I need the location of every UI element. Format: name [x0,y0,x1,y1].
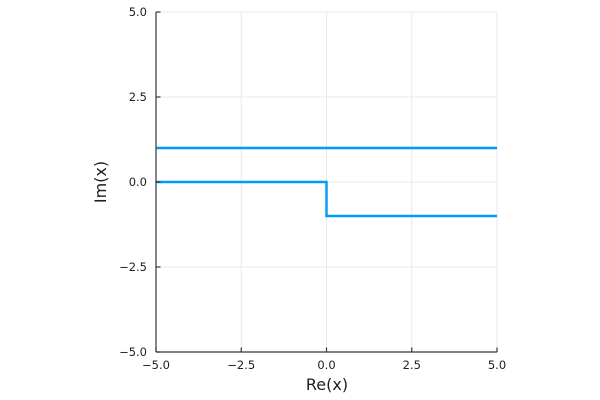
y-tick-label: 2.5 [129,90,147,104]
x-tick-label: 2.5 [403,358,421,372]
y-tick-label: 5.0 [129,5,147,19]
x-tick-label: −2.5 [227,358,255,372]
x-tick-label: 5.0 [488,358,506,372]
y-tick-label: 0.0 [129,175,147,189]
x-axis-label: Re(x) [306,375,348,394]
series-line-step-line-im-0-to-minus-1 [156,180,497,218]
y-axis-label: Im(x) [91,161,110,203]
y-tick-label: −5.0 [119,345,147,359]
x-tick-label: −5.0 [142,358,170,372]
y-tick-label: −2.5 [119,260,147,274]
x-tick-label: 0.0 [317,358,335,372]
